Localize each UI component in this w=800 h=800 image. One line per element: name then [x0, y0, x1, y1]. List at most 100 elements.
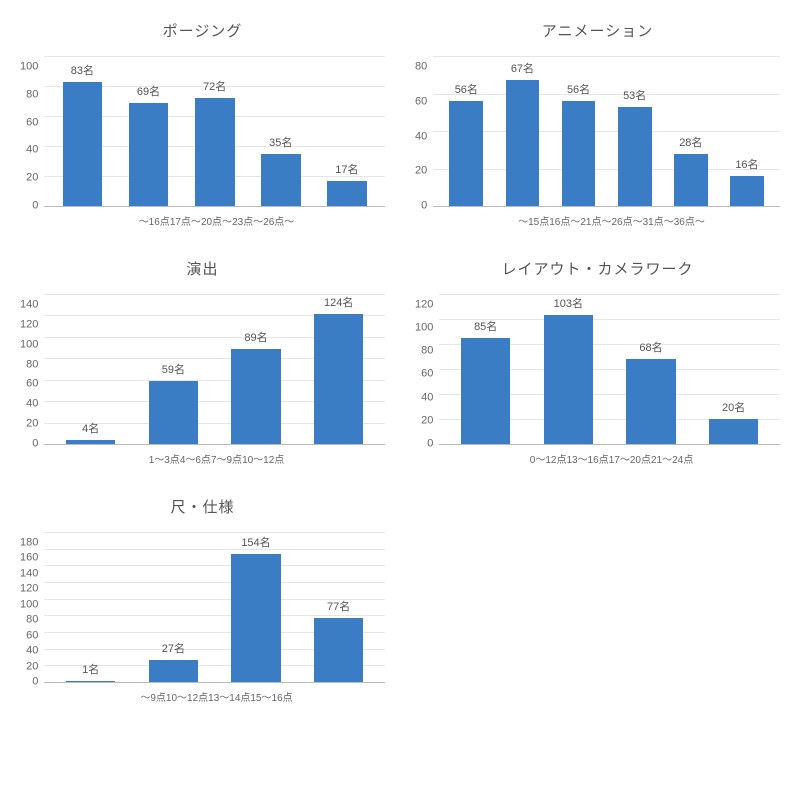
- bar-slot: 124名: [297, 294, 380, 444]
- chart-title: 尺・仕様: [170, 496, 234, 517]
- bars-area: 56名 67名 56名 53名 28名 16名: [433, 56, 780, 207]
- y-tick: 80: [26, 615, 38, 626]
- x-axis: 1～3点4～6点7～9点10～12点: [144, 445, 290, 466]
- chart-title: ポージング: [163, 20, 243, 41]
- y-tick: 120: [20, 584, 38, 595]
- bar: [709, 419, 759, 444]
- chart-1: アニメーション02040608056名67名56名53名28名16名～15点16…: [415, 20, 780, 228]
- chart-2: 演出0204060801001201404名59名89名124名1～3点4～6点…: [20, 258, 385, 466]
- y-tick: 20: [415, 166, 427, 177]
- bar-value-label: 69名: [137, 83, 160, 99]
- y-axis: 020406080100120140160180: [20, 532, 44, 682]
- bar-value-label: 67名: [511, 60, 534, 76]
- bar: [506, 80, 540, 206]
- x-axis: ～9点10～12点13～14点15～16点: [135, 683, 297, 704]
- bar-value-label: 154名: [241, 534, 270, 550]
- x-label: ～16点: [139, 213, 170, 228]
- bar-value-label: 28名: [679, 134, 702, 150]
- plot-area: 02040608010012085名103名68名20名: [415, 294, 780, 445]
- bar-slot: 27名: [132, 532, 215, 682]
- y-tick: 20: [26, 661, 38, 672]
- bar: [674, 154, 708, 207]
- y-tick: 40: [26, 646, 38, 657]
- x-label: 13～16点: [566, 451, 608, 466]
- bar: [314, 618, 364, 682]
- bar: [149, 381, 199, 444]
- bar-slot: 16名: [719, 56, 775, 206]
- x-label: 10～12点: [166, 689, 208, 704]
- chart-title: アニメーション: [542, 20, 653, 41]
- bar-value-label: 53名: [623, 87, 646, 103]
- y-axis: 020406080100120140: [20, 294, 44, 444]
- x-label: 1～3点: [149, 451, 180, 466]
- y-tick: 0: [32, 200, 38, 211]
- bar-value-label: 89名: [244, 329, 267, 345]
- x-label: 21点～: [580, 213, 611, 228]
- bar: [626, 359, 676, 444]
- plot-area: 02040608056名67名56名53名28名16名: [415, 56, 780, 207]
- y-tick: 0: [32, 438, 38, 449]
- bar: [129, 103, 169, 207]
- bar-slot: 28名: [663, 56, 719, 206]
- chart-4: 尺・仕様0204060801001201401601801名27名154名77名…: [20, 496, 385, 704]
- bar: [63, 82, 103, 207]
- y-tick: 20: [26, 173, 38, 184]
- bar-slot: 68名: [610, 294, 693, 444]
- y-tick: 60: [415, 96, 427, 107]
- x-label: 26点～: [612, 213, 643, 228]
- bars-area: 85名103名68名20名: [439, 294, 780, 445]
- bar-value-label: 77名: [327, 598, 350, 614]
- x-axis: 0～12点13～16点17～20点21～24点: [525, 445, 698, 466]
- x-label: 20点～: [201, 213, 232, 228]
- x-label: ～9点: [140, 689, 166, 704]
- bar-slot: 77名: [297, 532, 380, 682]
- y-tick: 120: [20, 319, 38, 330]
- x-label: 17点～: [170, 213, 201, 228]
- bar-slot: 154名: [215, 532, 298, 682]
- y-tick: 100: [20, 62, 38, 73]
- x-label: 21～24点: [651, 451, 693, 466]
- chart-title: 演出: [186, 258, 218, 279]
- bar-slot: 72名: [182, 56, 248, 206]
- bar: [461, 338, 511, 444]
- bar-slot: 4名: [49, 294, 132, 444]
- x-label: 4～6点: [180, 451, 211, 466]
- x-label: 15～16点: [250, 689, 292, 704]
- bar: [730, 176, 764, 206]
- x-label: 13～14点: [208, 689, 250, 704]
- y-axis: 020406080100: [20, 56, 44, 206]
- bar: [261, 154, 301, 207]
- y-tick: 60: [26, 630, 38, 641]
- bar-value-label: 16名: [735, 156, 758, 172]
- plot-area: 02040608010083名69名72名35名17名: [20, 56, 385, 207]
- bar-value-label: 17名: [335, 161, 358, 177]
- bar: [231, 349, 281, 444]
- bar: [66, 440, 116, 444]
- bar-slot: 69名: [115, 56, 181, 206]
- bar-slot: 103名: [527, 294, 610, 444]
- y-tick: 40: [415, 131, 427, 142]
- y-tick: 180: [20, 538, 38, 549]
- bar-value-label: 124名: [324, 294, 353, 310]
- bar-slot: 67名: [494, 56, 550, 206]
- y-tick: 0: [427, 438, 433, 449]
- y-tick: 80: [415, 62, 427, 73]
- bar-value-label: 4名: [82, 420, 99, 436]
- bars-area: 4名59名89名124名: [44, 294, 385, 445]
- bar-value-label: 20名: [722, 399, 745, 415]
- bar: [544, 315, 594, 444]
- x-label: 10～12点: [242, 451, 284, 466]
- bar-slot: 56名: [551, 56, 607, 206]
- x-label: 7～9点: [211, 451, 242, 466]
- bar-value-label: 72名: [203, 78, 226, 94]
- bar-value-label: 68名: [639, 339, 662, 355]
- bar: [66, 681, 116, 682]
- bar-slot: 53名: [607, 56, 663, 206]
- bar: [149, 660, 199, 683]
- x-label: 36点～: [674, 213, 705, 228]
- x-label: 31点～: [643, 213, 674, 228]
- bar-value-label: 1名: [82, 661, 99, 677]
- bar-value-label: 56名: [455, 81, 478, 97]
- y-tick: 20: [421, 415, 433, 426]
- y-tick: 0: [421, 201, 427, 212]
